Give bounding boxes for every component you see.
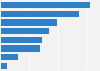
Bar	[1, 28, 49, 34]
Bar	[1, 2, 90, 8]
Bar	[1, 19, 57, 26]
Bar	[1, 54, 18, 60]
Bar	[1, 45, 40, 52]
Bar	[1, 11, 79, 17]
Bar	[1, 37, 42, 43]
Bar	[1, 63, 7, 69]
